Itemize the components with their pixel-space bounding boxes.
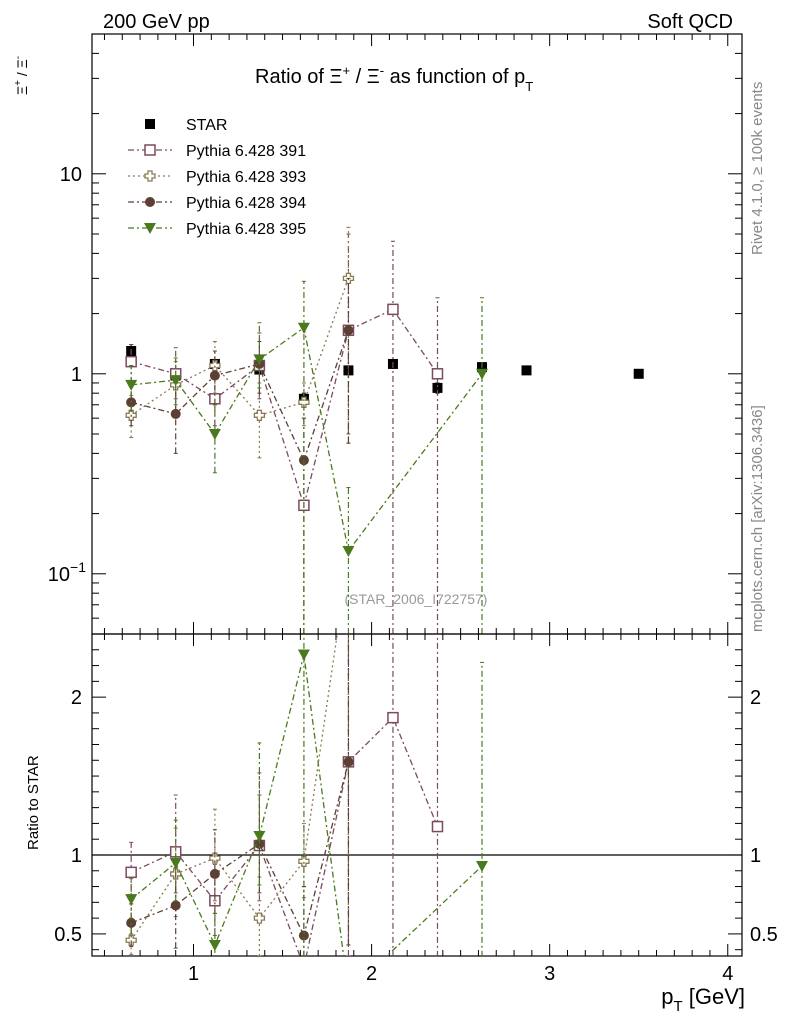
ratio-series-2 [126,634,354,956]
ratio-panel: 1 2 3 4 0.5 0.5 1 1 2 2 [54,633,778,998]
legend-entry: Pythia 6.428 393 [128,169,306,186]
legend-label: Pythia 6.428 395 [186,221,306,238]
legend-marker [144,144,156,156]
ratio-point [254,838,265,849]
data-point [521,365,532,376]
data-point [297,322,310,334]
ratio-series-1 [125,634,351,956]
data-point [432,382,443,393]
legend-label: STAR [186,117,227,134]
data-point [633,368,644,379]
legend-marker [144,223,156,234]
data-point [431,368,444,380]
ratio-point [209,852,221,864]
ratio-point [125,934,137,946]
ratio-point [343,756,354,767]
y-tick-label: 1 [71,845,82,867]
ratio-point [298,930,309,941]
x-tick-label: 1 [188,963,199,985]
data-point [169,375,182,387]
ratio-point [476,861,488,873]
x-tick-label: 2 [366,963,377,985]
main-ylabel: Ξ+ / Ξ- [13,56,30,95]
y-tick-label: 10−1 [48,559,86,586]
legend-marker [144,170,156,182]
ratio-point [208,939,221,951]
ratio-point [170,900,181,911]
series-4 [125,280,488,634]
legend-entry: Pythia 6.428 395 [128,221,306,238]
ratio-point [125,866,137,879]
data-point [253,409,266,421]
y-tick-label-right: 0.5 [750,924,778,946]
legend: STAR Pythia 6.428 391 Pythia 6.428 393 Pyth… [128,117,306,238]
ratio-point [431,820,444,833]
data-point [298,396,310,408]
ratio-point [125,894,138,906]
y-tick-label: 2 [71,687,82,709]
y-tick-label: 1 [71,364,82,386]
ratio-point [299,962,309,972]
side-label-bottom: mcplots.cern.ch [arXiv:1306.3436] [749,405,766,632]
y-tick-label-right: 2 [750,687,761,709]
legend-marker [145,197,155,207]
analysis-watermark: (STAR_2006_I722757) [345,591,488,607]
legend-entry: Pythia 6.428 391 [128,143,306,160]
main-panel: 10−1 1 10 [48,33,743,635]
legend-entry: STAR [145,117,227,134]
ratio-point [253,912,266,924]
data-point [170,408,181,419]
chart-title: Ratio of Ξ+ / Ξ- as function of pT [255,63,533,94]
ratio-series-line [130,716,439,956]
y-tick-label: 0.5 [54,924,82,946]
series-line [130,278,350,417]
ratio-point [126,917,137,928]
ratio-plot-frame [91,633,743,957]
legend-marker [145,119,155,129]
ratio-ylabel: Ratio to STAR [25,755,42,850]
legend-entry: Pythia 6.428 394 [128,195,306,212]
ratio-point [297,649,310,661]
side-label-top: Rivet 4.1.0, ≥ 100k events [749,82,766,255]
ratio-point [342,987,354,998]
data-point [208,429,221,440]
data-point [342,546,355,558]
y-tick-label-right: 1 [750,845,761,867]
series-2 [125,226,355,459]
series-line [131,330,350,462]
x-tick-label: 3 [544,963,555,985]
ratio-point [387,711,399,724]
data-point [125,379,138,391]
series-0 [126,344,644,406]
ratio-point [253,831,266,843]
ratio-series-3 [125,634,488,998]
legend-label: Pythia 6.428 391 [186,143,306,160]
data-point [387,303,399,316]
ratio-point [169,857,182,869]
legend-label: Pythia 6.428 394 [186,195,306,212]
y-tick-label: 10 [60,164,82,186]
data-point [253,354,266,366]
ratio-series-line [130,654,483,956]
x-tick-label: 4 [722,963,733,985]
legend-label: Pythia 6.428 393 [186,169,306,186]
series-1 [125,233,444,634]
header-right: Soft QCD [647,11,733,33]
ratio-point [298,855,310,867]
data-point [209,359,221,372]
data-point [126,397,137,408]
ratio-point [209,868,220,879]
series-3 [126,277,354,634]
ratio-series-line [130,761,350,938]
data-point [343,325,354,336]
header-left: 200 GeV pp [103,11,210,33]
x-axis-label: pT [GeV] [661,984,745,1015]
ratio-series-line [130,634,338,941]
data-point [476,368,488,380]
data-point [209,370,220,381]
